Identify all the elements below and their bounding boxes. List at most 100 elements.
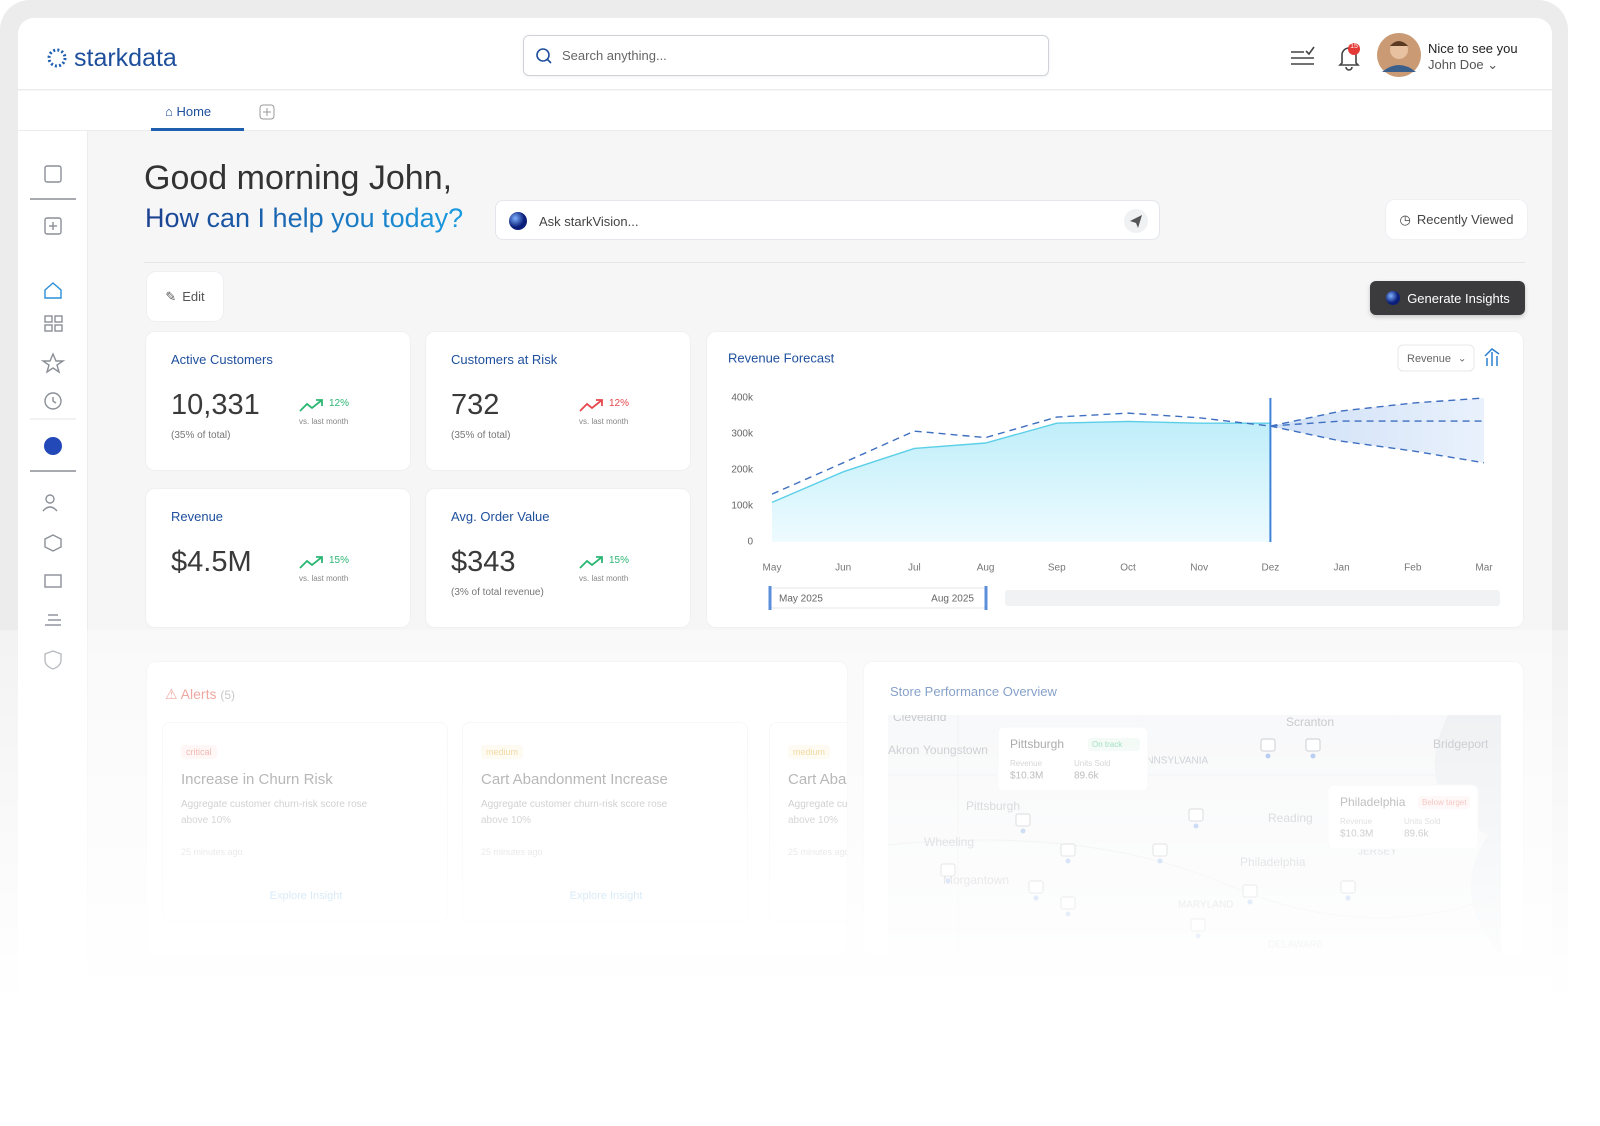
y-tick-label: 200k [731, 465, 754, 476]
recently-viewed-button[interactable]: ◷ Recently Viewed [1385, 199, 1528, 240]
favorites-icon[interactable] [40, 352, 66, 374]
starkvision-icon[interactable] [44, 437, 62, 455]
metric-label: Revenue [1407, 353, 1451, 365]
severity-badge: critical [181, 745, 217, 759]
logo-icon [47, 48, 67, 68]
send-button[interactable] [1124, 209, 1148, 233]
alert-title: Cart Abandonment Increase [788, 771, 847, 788]
customers-icon[interactable] [45, 494, 55, 504]
kpi-note: vs. last month [579, 574, 629, 583]
ask-placeholder: Ask starkVision... [539, 214, 639, 229]
home-icon[interactable] [44, 282, 62, 299]
avatar[interactable] [1376, 32, 1422, 78]
search-box[interactable]: Search anything... [523, 35, 1049, 76]
kpi-subnote: (3% of total revenue) [451, 587, 544, 598]
metric-dropdown[interactable] [1397, 344, 1475, 372]
user-name-text: John Doe [1428, 57, 1484, 72]
kpi-card: Revenue $4.5M 15% vs. last month [145, 488, 411, 628]
revenue-value: $10.3M [1340, 829, 1373, 840]
top-bar: starkdata Search anything... 15 Nice to … [18, 18, 1552, 90]
alert-time: 25 minutes ago [481, 847, 543, 857]
series-line [1270, 397, 1485, 427]
forecast-band [1270, 398, 1484, 463]
kpi-note: vs. last month [299, 417, 349, 426]
place-label: DELAWARE [1268, 940, 1324, 951]
sidebar [18, 131, 88, 1126]
place-label: Scranton [1286, 715, 1334, 729]
kpi-value: 732 [451, 389, 500, 421]
new-icon[interactable] [44, 217, 62, 235]
products-icon[interactable] [44, 534, 62, 552]
kpi-title: Revenue [171, 509, 224, 524]
series-area [772, 421, 1271, 542]
edit-button[interactable]: ✎ Edit [146, 271, 224, 322]
kpi-change: 15% [609, 555, 630, 566]
map[interactable]: Cleveland Akron Youngstown Scranton Bridgepo… [888, 715, 1501, 955]
x-tick-label: Oct [1120, 563, 1136, 574]
stores-icon[interactable] [44, 574, 62, 588]
orb-icon [1386, 291, 1401, 305]
alerts-card: ⚠ Alerts (5) critical Increase in Churn R… [146, 661, 848, 956]
tasks-icon[interactable] [1290, 46, 1316, 68]
units-label: Units Sold [1404, 817, 1440, 826]
x-tick-label: Jul [908, 563, 921, 574]
place-label: Youngstown [923, 743, 988, 757]
history-icon[interactable] [44, 392, 62, 410]
series-line [771, 412, 1484, 495]
x-tick-label: Mar [1475, 563, 1493, 574]
place-label: Philadelphia [1240, 855, 1306, 869]
generate-insights-button[interactable]: Generate Insights [1370, 281, 1525, 315]
x-tick-label: Nov [1190, 563, 1208, 574]
explore-link[interactable]: Explore Insight [569, 890, 643, 902]
kpi-change: 15% [329, 555, 350, 566]
range-track [1005, 590, 1500, 606]
insight-icon[interactable] [1484, 348, 1500, 366]
generate-label: Generate Insights [1407, 290, 1510, 306]
divider [144, 262, 1525, 263]
explore-link[interactable]: Explore Insight [269, 890, 343, 902]
alerts-title-text: Alerts [180, 686, 217, 702]
kpi-change: 12% [329, 398, 350, 409]
x-tick-label: May [763, 563, 782, 574]
dropdown-caret: ⌄ [1458, 354, 1466, 365]
series-line [771, 420, 1271, 504]
units-value: 89.6k [1404, 829, 1429, 840]
y-tick-label: 0 [747, 537, 753, 548]
logo[interactable]: starkdata [74, 44, 177, 72]
revenue-label: Revenue [1010, 759, 1043, 768]
units-value: 89.6k [1074, 771, 1099, 782]
kpi-value: $4.5M [171, 546, 252, 578]
add-tab[interactable] [259, 104, 275, 120]
kpi-subnote: (35% of total) [451, 430, 511, 441]
collapse-icon[interactable] [44, 165, 62, 183]
alerts-title: ⚠ Alerts (5) [165, 686, 236, 702]
tooltip-status: Below target [1422, 798, 1467, 807]
kpi-title: Customers at Risk [451, 352, 558, 367]
alert-card: medium Cart Abandonment Increase Aggregate… [769, 722, 847, 922]
x-tick-label: Jan [1334, 563, 1350, 574]
hero-greeting: Good morning John, [144, 159, 453, 197]
recently-viewed-label: Recently Viewed [1416, 212, 1514, 227]
x-tick-label: Aug [977, 563, 995, 574]
severity-badge: medium [481, 745, 524, 759]
dashboards-icon[interactable] [44, 315, 53, 323]
security-icon[interactable] [44, 650, 62, 670]
place-label: Pittsburgh [966, 799, 1020, 813]
user-name[interactable]: John Doe ⌄ [1428, 57, 1499, 72]
tab-home[interactable]: ⌂ Home [151, 91, 244, 131]
place-label: Reading [1268, 811, 1313, 825]
store-tooltip: Philadelphia Below target Revenue Units Sol… [1327, 784, 1479, 850]
kpi-note: vs. last month [299, 574, 349, 583]
ask-box[interactable]: Ask starkVision... [495, 200, 1160, 240]
search-placeholder: Search anything... [562, 48, 667, 63]
bell-icon[interactable] [1336, 43, 1362, 71]
place-label: Cleveland [893, 715, 946, 724]
trend-arrow [579, 399, 603, 412]
alert-title: Increase in Churn Risk [181, 771, 333, 788]
tooltip-city: Philadelphia [1340, 795, 1406, 809]
store-map-card: Store Performance Overview Cleveland Akro… [863, 661, 1524, 956]
trend-arrow [299, 399, 323, 412]
trend-arrow [299, 556, 323, 569]
kpi-card: Active Customers 10,331 12% vs. last month (… [145, 331, 411, 471]
kpi-subnote: (35% of total) [171, 430, 231, 441]
